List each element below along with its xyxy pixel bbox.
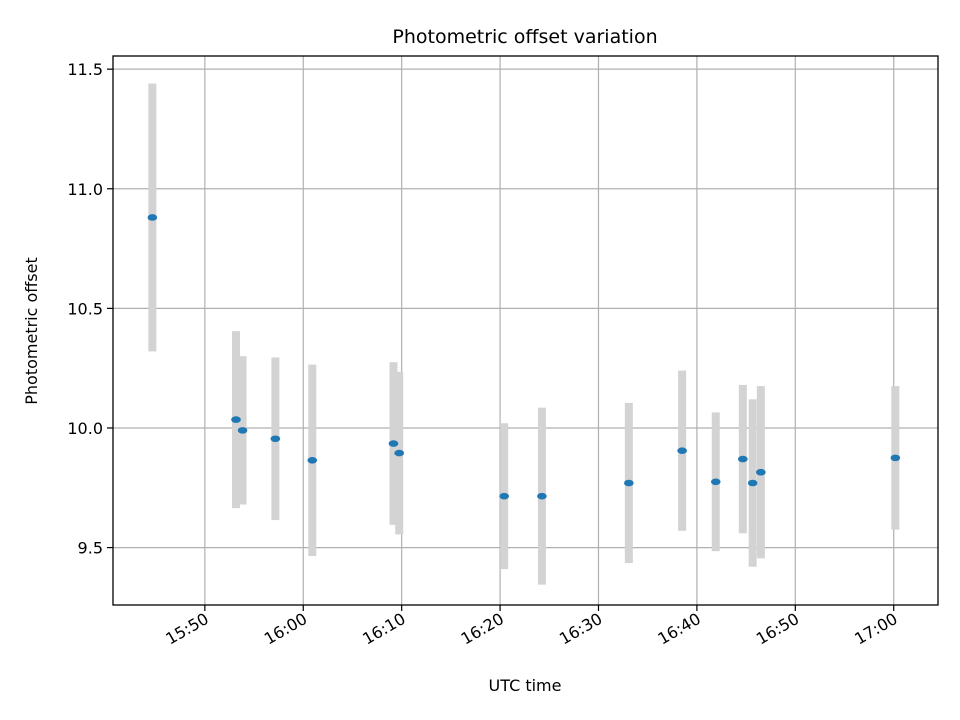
y-tick-label: 11.5	[67, 60, 103, 79]
grid	[113, 56, 938, 605]
x-tick-label: 16:10	[359, 609, 408, 649]
y-tick-label: 10.5	[67, 299, 103, 318]
x-tick-label: 16:40	[654, 609, 703, 649]
data-point	[231, 416, 241, 423]
ticks: 15:50 16:00 16:10 16:20 16:30 16:40 16:50 17:00…	[67, 60, 900, 648]
x-tick-label: 16:30	[556, 609, 605, 649]
data-point	[307, 456, 318, 464]
x-tick-label: 16:00	[261, 609, 310, 649]
data-point	[756, 468, 766, 476]
data-point	[624, 479, 634, 487]
x-axis-label: UTC time	[489, 676, 562, 695]
data-points	[147, 214, 901, 500]
data-point	[499, 492, 509, 500]
data-point	[738, 455, 748, 463]
data-point	[710, 478, 721, 486]
data-point	[237, 427, 248, 434]
data-point	[747, 479, 758, 487]
data-point	[890, 454, 901, 462]
x-tick-label: 15:50	[162, 609, 211, 649]
y-tick-label: 9.5	[78, 539, 103, 558]
data-point	[677, 447, 687, 455]
chart-title: Photometric offset variation	[392, 26, 657, 48]
data-point	[147, 214, 158, 221]
x-tick-label: 16:50	[753, 609, 802, 649]
x-tick-label: 17:00	[851, 609, 900, 649]
y-tick-label: 10.0	[67, 419, 103, 438]
x-tick-label: 16:20	[458, 609, 507, 649]
y-axis-label: Photometric offset	[22, 257, 41, 405]
data-point	[388, 440, 399, 447]
data-point	[537, 492, 547, 500]
error-bars	[148, 83, 900, 585]
data-point	[394, 449, 405, 457]
plot-frame	[112, 55, 939, 606]
data-point	[270, 435, 281, 443]
y-tick-label: 11.0	[67, 180, 103, 199]
